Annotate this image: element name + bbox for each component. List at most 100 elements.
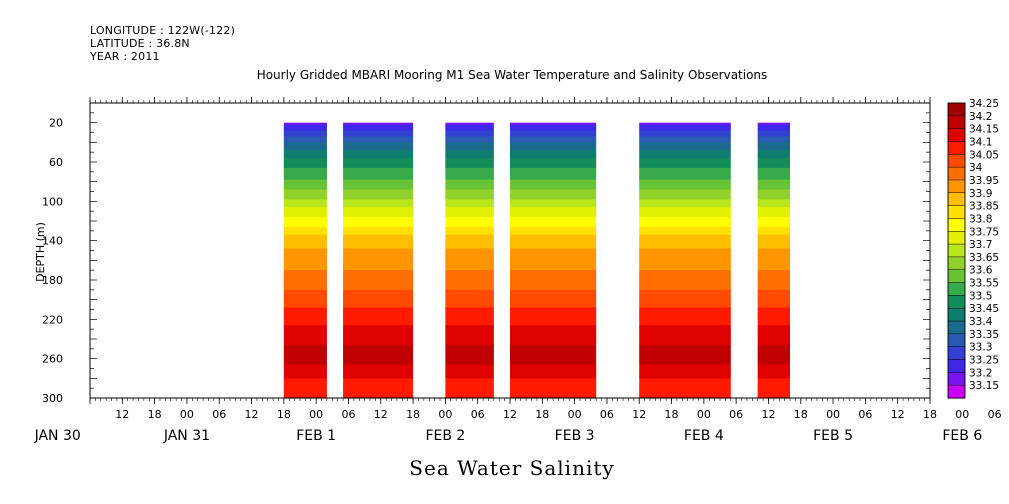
salinity-band [757,339,790,342]
salinity-band [639,226,731,230]
colorbar-swatch [947,128,966,143]
salinity-band [757,309,790,313]
salinity-band [283,311,327,315]
salinity-band [445,254,494,257]
salinity-band [639,193,731,197]
salinity-band [283,185,327,189]
salinity-band [510,366,597,370]
salinity-band [283,280,327,283]
x-hour-tick-label: 18 [923,408,937,421]
colorbar-swatch [947,282,966,296]
salinity-band [343,232,414,236]
salinity-band [343,244,414,248]
salinity-band [283,175,327,179]
salinity-band [639,189,731,193]
salinity-band [639,339,731,342]
salinity-band [510,388,597,391]
salinity-band [283,278,327,281]
salinity-band [283,382,327,385]
salinity-band [510,222,597,226]
salinity-band [343,283,414,287]
salinity-band [757,156,790,159]
salinity-band [757,128,790,132]
salinity-band [445,392,494,395]
colorbar-label: 33.3 [969,342,992,354]
salinity-band [510,221,597,224]
salinity-band [639,150,731,153]
salinity-band [510,160,597,163]
salinity-band [639,238,731,242]
salinity-band [283,165,327,169]
salinity-band [445,352,494,356]
salinity-band [639,356,731,360]
salinity-band [510,156,597,159]
salinity-band [343,362,414,366]
salinity-band [757,124,790,128]
salinity-band [639,162,731,165]
salinity-band [445,160,494,163]
salinity-band [445,258,494,261]
salinity-band [343,388,414,391]
salinity-band [510,134,597,138]
salinity-band [445,238,494,242]
salinity-band [283,215,327,218]
salinity-band [445,333,494,336]
salinity-band [639,329,731,332]
salinity-band [343,152,414,155]
salinity-band [343,250,414,254]
salinity-band [510,311,597,315]
salinity-band [510,254,597,257]
salinity-band [639,134,731,138]
salinity-band [639,295,731,299]
salinity-band [343,297,414,301]
salinity-band [283,274,327,277]
salinity-band [343,252,414,256]
salinity-band [445,268,494,271]
salinity-band [445,124,494,128]
salinity-band [639,382,731,385]
salinity-band [445,222,494,226]
salinity-band [510,317,597,320]
salinity-band [343,378,414,381]
colorbar-label: 33.75 [969,226,999,238]
salinity-band [343,236,414,240]
salinity-band [445,360,494,364]
salinity-band [445,175,494,179]
salinity-band [757,230,790,234]
salinity-band [283,321,327,324]
salinity-band [343,128,414,132]
salinity-band [343,201,414,204]
salinity-band [639,256,731,259]
salinity-band [757,270,790,273]
salinity-band [757,281,790,285]
salinity-band [343,364,414,368]
colorbar-swatch [947,256,966,271]
salinity-band [445,156,494,159]
salinity-band [639,344,731,348]
salinity-band [639,270,731,273]
salinity-band [639,285,731,289]
x-day-label: FEB 6 [942,428,982,444]
salinity-band [343,311,414,315]
x-hour-tick-label: 18 [148,408,162,421]
salinity-band [343,185,414,189]
salinity-band [343,356,414,360]
salinity-band [283,177,327,181]
salinity-band [445,287,494,291]
salinity-band [510,380,597,383]
salinity-band [445,262,494,265]
colorbar-label: 34.15 [969,124,999,136]
salinity-band [445,384,494,387]
salinity-band [510,209,597,212]
salinity-band [510,382,597,385]
salinity-band [343,150,414,153]
salinity-band [757,335,790,338]
salinity-band [445,303,494,307]
salinity-band [445,152,494,155]
salinity-band [639,140,731,143]
salinity-band [510,309,597,313]
salinity-band [283,150,327,153]
salinity-band [343,171,414,175]
salinity-band [343,197,414,200]
salinity-band [445,256,494,259]
